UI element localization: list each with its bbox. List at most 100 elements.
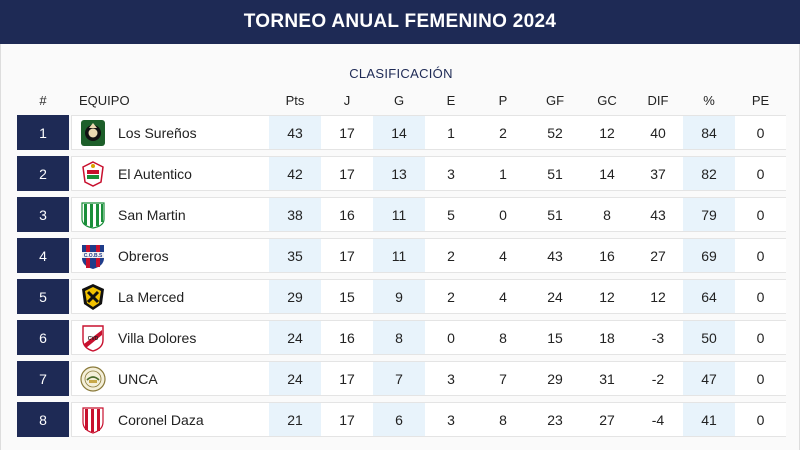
table-row[interactable]: 5 La Merced 29 15 9 2 4 24 12 12 64 0 [17,279,786,314]
cell-pct: 79 [683,197,735,232]
table-row[interactable]: 6 CVD Villa Dolores 24 16 8 0 8 15 18 -3 50 0 [17,320,786,355]
team-name: Obreros [118,247,169,264]
position-cell: 8 [17,402,69,437]
cell-j: 17 [321,115,373,150]
svg-text:CVD: CVD [88,336,99,342]
team-cell[interactable]: San Martin [71,197,269,232]
yellow-black-crest-icon [80,283,106,311]
column-header-p: P [498,93,508,108]
cell-dif: 43 [633,197,683,232]
cell-g: 11 [373,197,425,232]
cell-p: 1 [477,156,529,191]
cell-gc: 31 [581,361,633,396]
red-green-crest-icon [80,160,106,188]
position-cell: 2 [17,156,69,191]
cell-e: 3 [425,361,477,396]
cell-gc: 16 [581,238,633,273]
team-name: Los Sureños [118,124,197,141]
team-name: Villa Dolores [118,329,197,346]
cell-gc: 27 [581,402,633,437]
team-cell[interactable]: Coronel Daza [71,402,269,437]
cell-dif: 40 [633,115,683,150]
table-row[interactable]: 2 El Autentico 42 17 13 3 1 51 14 37 82 0 [17,156,786,191]
svg-text:C.O.B.S: C.O.B.S [84,253,103,259]
team-cell[interactable]: C.O.B.S Obreros [71,238,269,273]
team-cell[interactable]: UNCA [71,361,269,396]
cell-pct: 50 [683,320,735,355]
green-white-striped-crest-icon [80,201,106,229]
column-header-g: G [393,93,405,108]
cell-pts: 24 [269,320,321,355]
cell-gf: 24 [529,279,581,314]
cell-pct: 84 [683,115,735,150]
cell-g: 11 [373,238,425,273]
cell-e: 3 [425,402,477,437]
team-name: La Merced [118,288,185,305]
header-bar: TORNEO ANUAL FEMENINO 2024 [0,0,800,44]
team-name: San Martin [118,206,186,223]
cell-dif: -2 [633,361,683,396]
column-header-gf: GF [545,93,565,108]
cell-dif: 37 [633,156,683,191]
cell-gf: 52 [529,115,581,150]
standings-panel: CLASIFICACIÓN # EQUIPO Pts J G E P GF GC… [0,44,800,450]
cell-gf: 51 [529,197,581,232]
cell-gf: 43 [529,238,581,273]
cell-pts: 38 [269,197,321,232]
cell-p: 2 [477,115,529,150]
cell-j: 15 [321,279,373,314]
cell-dif: -3 [633,320,683,355]
round-seal-crest-icon [80,365,106,393]
cell-pts: 42 [269,156,321,191]
cell-gc: 18 [581,320,633,355]
cell-gf: 23 [529,402,581,437]
column-header-pct: % [703,93,715,108]
table-row[interactable]: 8 Coronel Daza 21 17 6 3 8 23 27 -4 41 0 [17,402,786,437]
cell-gf: 51 [529,156,581,191]
cell-pts: 24 [269,361,321,396]
column-header-j: J [343,93,351,108]
column-header-pe: PE [751,93,770,108]
team-cell[interactable]: CVD Villa Dolores [71,320,269,355]
cell-g: 9 [373,279,425,314]
cell-e: 2 [425,238,477,273]
table-row[interactable]: 1 Los Sureños 43 17 14 1 2 52 12 40 84 0 [17,115,786,150]
cell-pe: 0 [735,361,786,396]
table-row[interactable]: 3 San Martin 38 16 11 5 0 51 8 43 79 0 [17,197,786,232]
table-row[interactable]: 4 C.O.B.S Obreros 35 17 11 2 4 43 16 27 69 0 [17,238,786,273]
cell-e: 5 [425,197,477,232]
team-name: El Autentico [118,165,192,182]
team-cell[interactable]: La Merced [71,279,269,314]
cell-p: 0 [477,197,529,232]
position-cell: 6 [17,320,69,355]
table-subtitle: CLASIFICACIÓN [349,66,453,81]
cell-g: 7 [373,361,425,396]
cell-pct: 41 [683,402,735,437]
cell-e: 1 [425,115,477,150]
cell-pe: 0 [735,197,786,232]
cell-j: 17 [321,156,373,191]
cell-pe: 0 [735,279,786,314]
cell-dif: -4 [633,402,683,437]
cell-p: 7 [477,361,529,396]
column-header-pts: Pts [285,93,305,108]
cell-gc: 8 [581,197,633,232]
red-white-sash-crest-icon: CVD [80,324,106,352]
cell-dif: 27 [633,238,683,273]
cell-e: 0 [425,320,477,355]
team-cell[interactable]: Los Sureños [71,115,269,150]
team-name: UNCA [118,370,158,387]
cell-pe: 0 [735,238,786,273]
cell-p: 8 [477,320,529,355]
cell-dif: 12 [633,279,683,314]
page-title: TORNEO ANUAL FEMENINO 2024 [243,11,557,32]
cell-pts: 43 [269,115,321,150]
team-cell[interactable]: El Autentico [71,156,269,191]
cell-g: 6 [373,402,425,437]
position-cell: 4 [17,238,69,273]
cell-pe: 0 [735,115,786,150]
cell-j: 17 [321,238,373,273]
table-row[interactable]: 7 UNCA 24 17 7 3 7 29 31 -2 47 0 [17,361,786,396]
cell-gc: 12 [581,279,633,314]
column-header-dif: DIF [647,93,669,108]
